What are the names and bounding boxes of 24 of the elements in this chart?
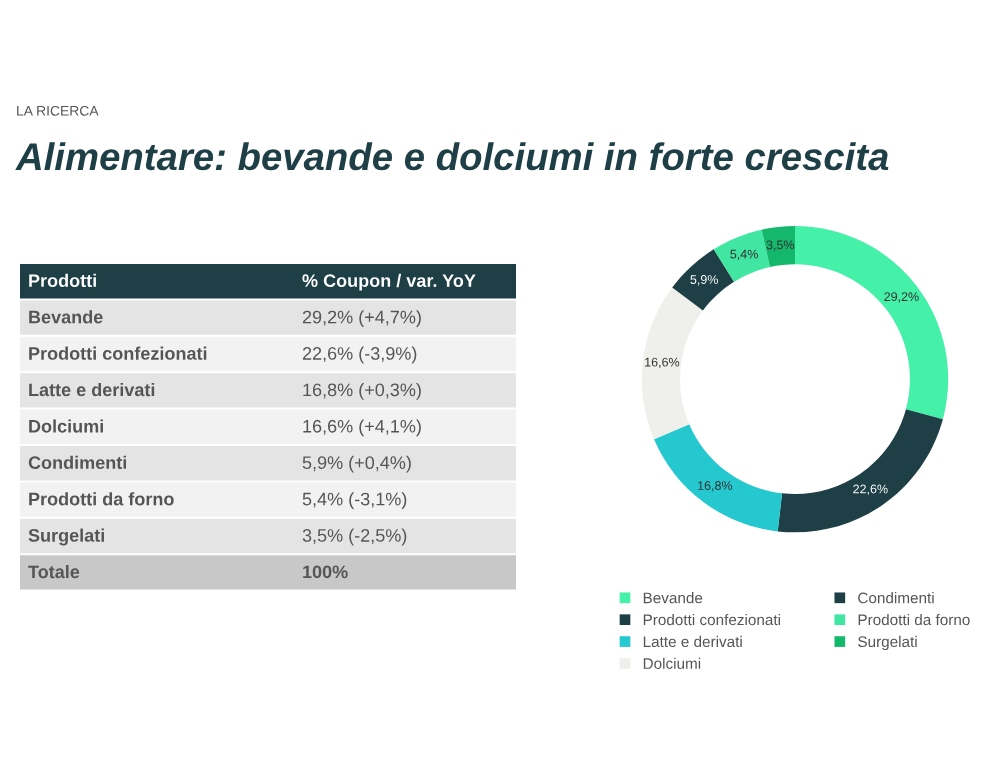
text: 29,2% (+4,7%) bbox=[302, 310, 421, 328]
text: 16,8% (+0,3%) bbox=[303, 382, 421, 400]
text: Prodotti da forno bbox=[29, 492, 174, 506]
donut-slice bbox=[777, 409, 943, 533]
donut-slice bbox=[641, 287, 703, 440]
text: Latte e derivati bbox=[29, 382, 155, 397]
text: Surgelati bbox=[28, 528, 104, 546]
text: 5,4% (-3,1%) bbox=[302, 492, 407, 510]
text: 5,9% (+0,4%) bbox=[302, 455, 411, 473]
donut-slice bbox=[795, 225, 949, 420]
text: Condimenti bbox=[28, 455, 127, 470]
text: Alimentare: bevande e dolciumi in forte crescita bbox=[15, 142, 889, 171]
text: Bevande bbox=[29, 310, 103, 324]
text: Prodotti bbox=[29, 273, 96, 288]
text: Totale bbox=[28, 564, 80, 579]
donut-slice bbox=[654, 424, 783, 532]
text: Dolciumi bbox=[29, 419, 103, 433]
donut-slice bbox=[761, 225, 795, 268]
text: % Coupon / var. YoY bbox=[302, 273, 476, 291]
text: 100% bbox=[303, 565, 348, 579]
text: 22,6% (-3,9%) bbox=[302, 346, 417, 364]
text: 16,6% (+4,1%) bbox=[303, 419, 421, 437]
text: 3,5% (-2,5%) bbox=[302, 528, 407, 546]
text: Prodotti confezionati bbox=[29, 346, 207, 360]
